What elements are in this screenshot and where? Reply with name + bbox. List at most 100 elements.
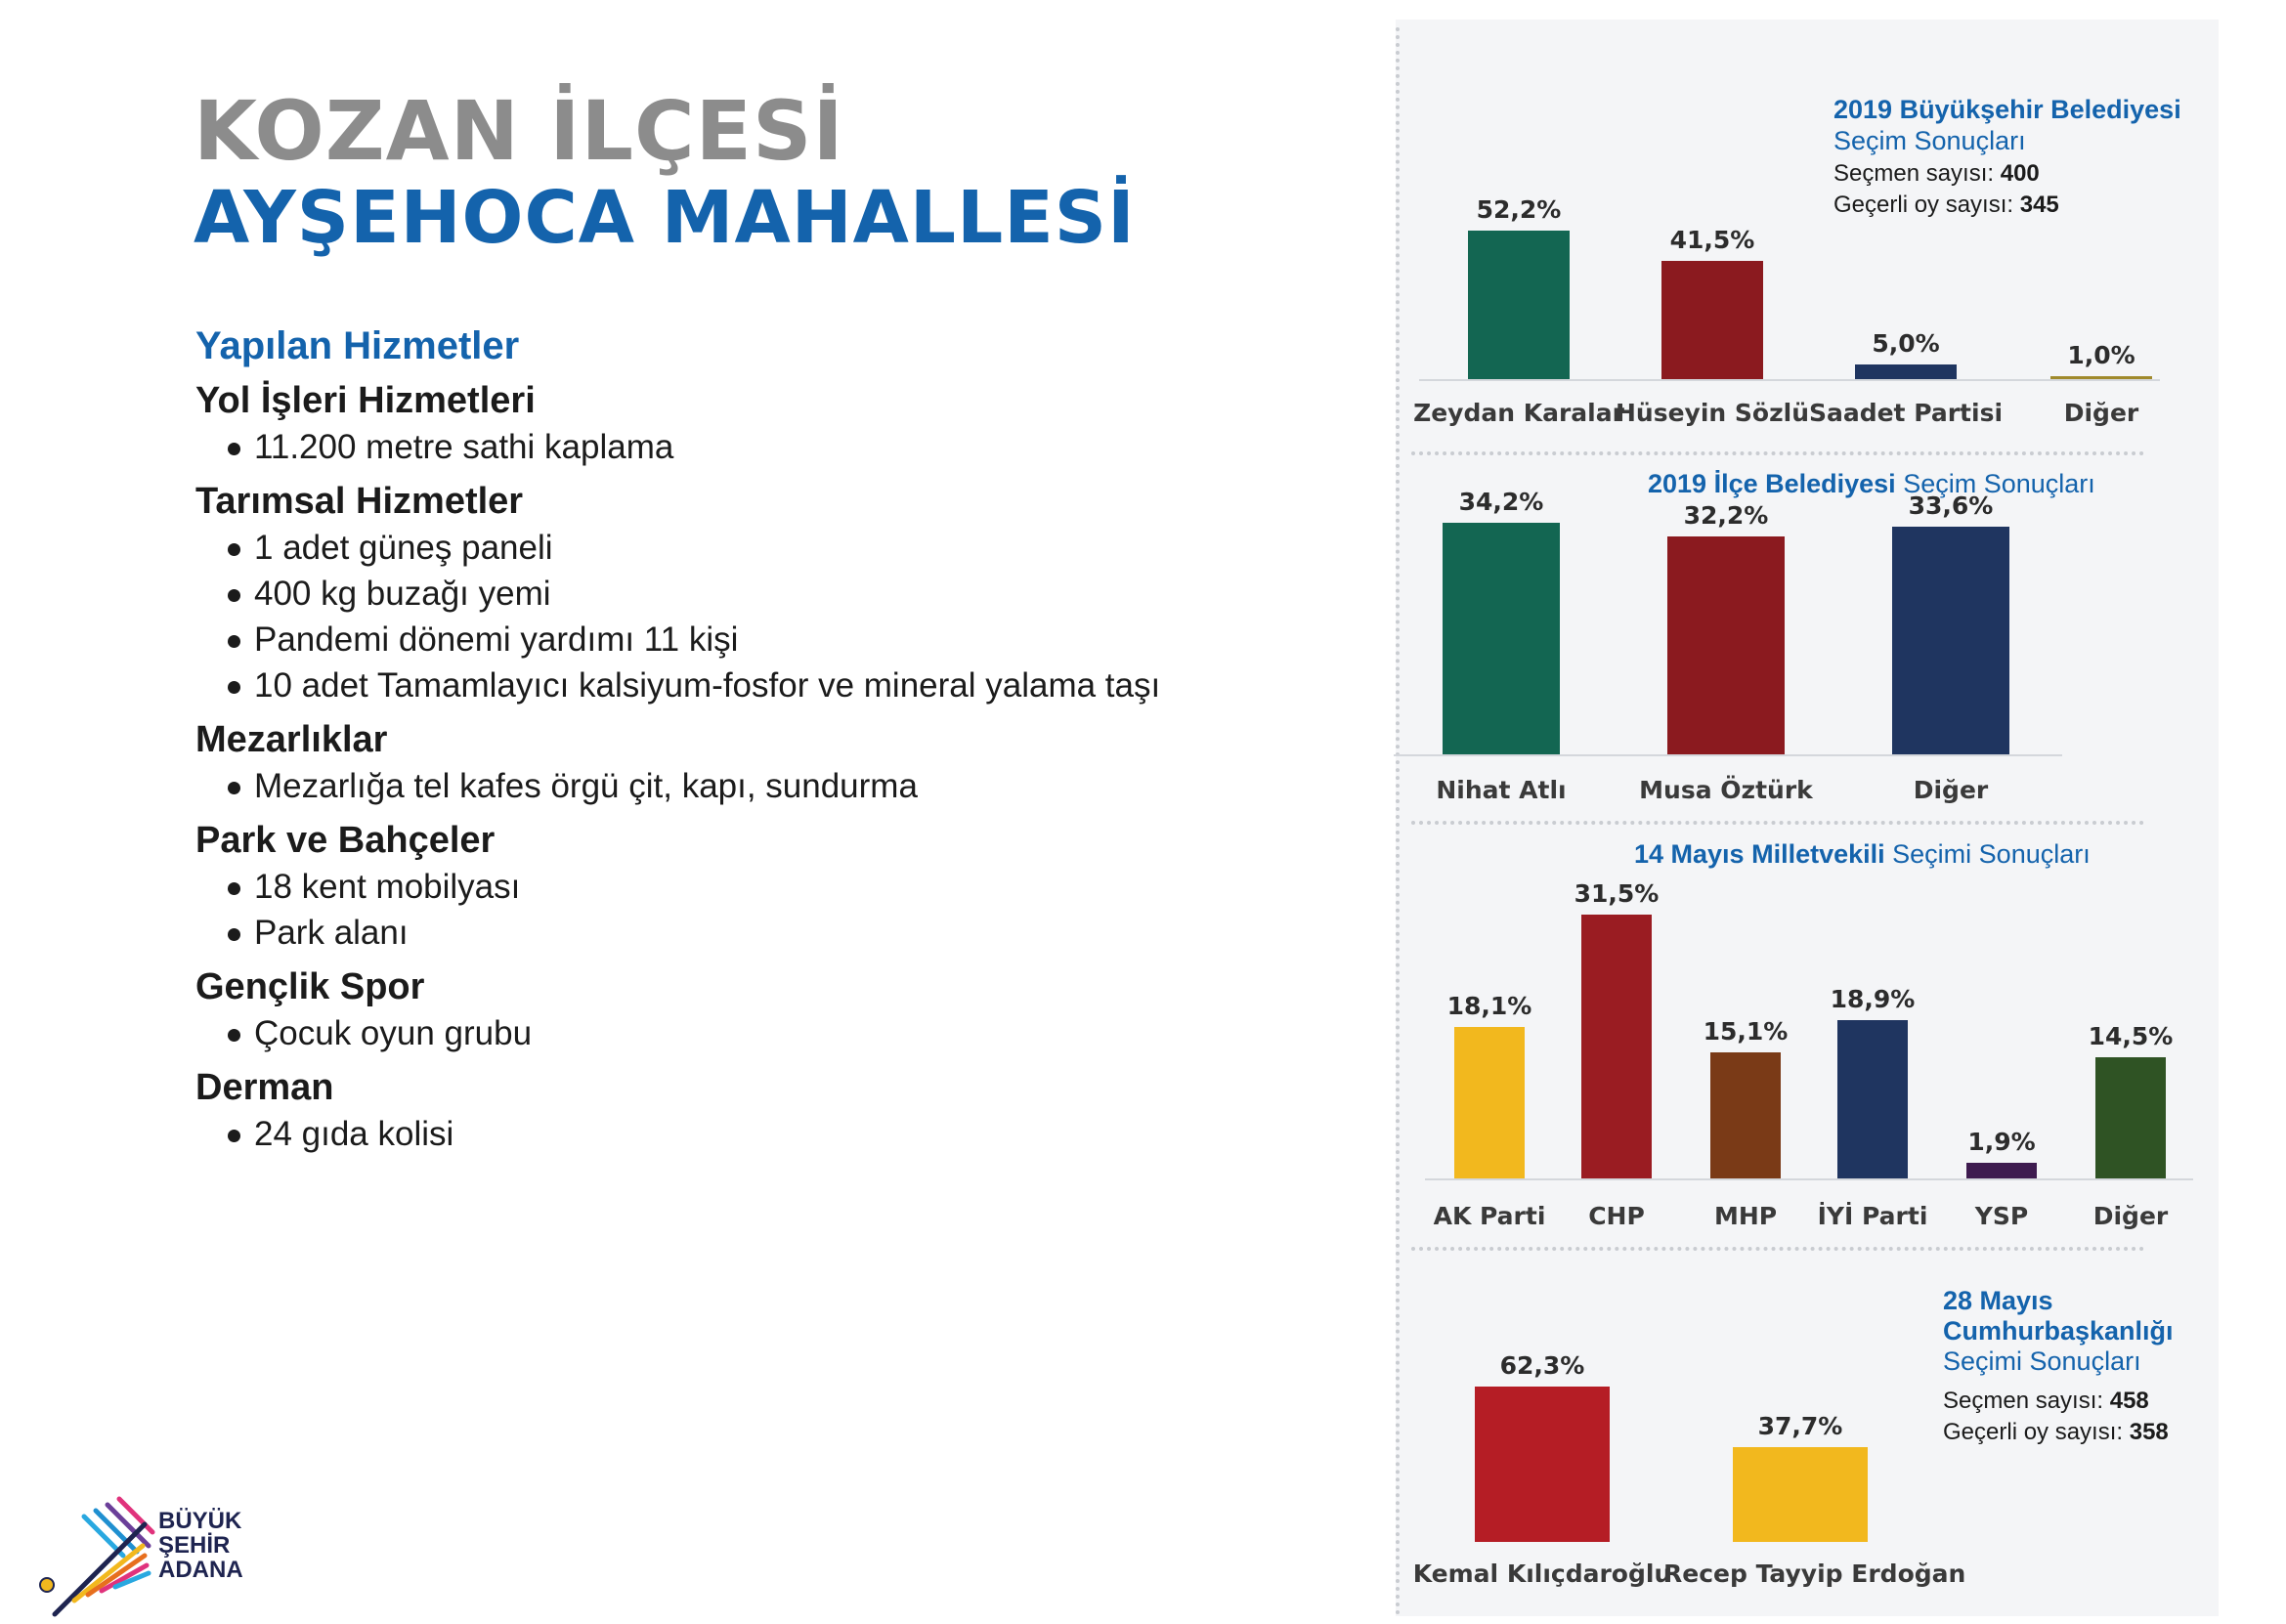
chart3-value-label: 31,5% <box>1574 879 1660 909</box>
service-category-title: Mezarlıklar <box>195 719 388 760</box>
chart2-category-label: Musa Öztürk <box>1639 776 1813 804</box>
service-category: Tarımsal Hizmetler 1 adet güneş paneli 400… <box>195 478 1310 708</box>
chart1-info: Seçmen sayısı: 400 Geçerli oy sayısı: 34… <box>1833 158 2059 221</box>
chart4-bar <box>1733 1447 1868 1542</box>
service-item: Çocuk oyun grubu <box>225 1010 1310 1056</box>
services-heading: Yapılan Hizmetler <box>195 324 520 367</box>
chart1-value-label: 41,5% <box>1669 226 1755 255</box>
chart1-voters-label: Seçmen sayısı: <box>1833 160 1995 187</box>
chart2-bar <box>1892 526 2009 754</box>
chart1-valid: 345 <box>2019 192 2059 218</box>
service-category: Yol İşleri Hizmetleri 11.200 metre sathi … <box>195 377 1310 470</box>
logo-line-2: ŞEHİR <box>158 1532 231 1559</box>
chart2-category-label: Diğer <box>1913 776 1989 804</box>
service-item: Park alanı <box>225 910 1310 956</box>
chart2-category-label: Nihat Atlı <box>1436 776 1567 804</box>
service-item: 24 gıda kolisi <box>225 1111 1310 1157</box>
chart3-category-label: Diğer <box>2092 1202 2169 1230</box>
chart3-value-label: 18,1% <box>1446 991 1532 1020</box>
panel-dotted-edge <box>1396 27 1400 1616</box>
services-section: Yapılan Hizmetler Yol İşleri Hizmetleri 1… <box>195 319 1310 1165</box>
chart3-title: 14 Mayıs Milletvekili Seçimi Sonuçları <box>1634 837 2091 871</box>
chart1-value-label: 5,0% <box>1872 329 1940 359</box>
service-category-title: Derman <box>195 1067 334 1108</box>
chart1-voters: 400 <box>2000 160 2040 187</box>
service-item: 1 adet güneş paneli <box>225 525 1310 571</box>
chart4-info: Seçmen sayısı: 458 Geçerli oy sayısı: 35… <box>1943 1386 2169 1448</box>
logo-line-3: ADANA <box>158 1557 243 1583</box>
service-item: 11.200 metre sathi kaplama <box>225 424 1310 470</box>
chart3-category-label: İYİ Parti <box>1817 1202 1928 1230</box>
chart2-title: 2019 İlçe Belediyesi Seçim Sonuçları <box>1648 467 2095 500</box>
service-items: Çocuk oyun grubu <box>195 1010 1310 1056</box>
chart1-category-label: Hüseyin Sözlü <box>1615 399 1810 427</box>
chart3-category-label: CHP <box>1588 1202 1645 1230</box>
chart1-title-light: Seçim Sonuçları <box>1833 126 2026 155</box>
service-item: 10 adet Tamamlayıcı kalsiyum-fosfor ve m… <box>225 662 1310 708</box>
chart4-title-bold-2: Cumhurbaşkanlığı <box>1943 1316 2174 1346</box>
chart3-bar <box>1837 1020 1908 1178</box>
chart4-valid-label: Geçerli oy sayısı: <box>1943 1419 2124 1445</box>
chart3-bar <box>1966 1162 2037 1178</box>
service-items: Mezarlığa tel kafes örgü çit, kapı, sund… <box>195 763 1310 809</box>
chart1-category-label: Zeydan Karalar <box>1413 399 1624 427</box>
service-category-title: Park ve Bahçeler <box>195 820 496 861</box>
service-category: Gençlik Spor Çocuk oyun grubu <box>195 963 1310 1056</box>
chart2-value-label: 32,2% <box>1683 500 1769 530</box>
chart1-bar <box>2050 376 2152 379</box>
service-category-title: Gençlik Spor <box>195 966 425 1007</box>
chart3-value-label: 14,5% <box>2088 1021 2174 1050</box>
chart1-title-bold: 2019 Büyükşehir Belediyesi <box>1833 95 2181 124</box>
service-category-title: Yol İşleri Hizmetleri <box>195 380 536 421</box>
chart1-category-label: Diğer <box>2063 399 2139 427</box>
chart3-baseline <box>1425 1178 2193 1180</box>
neighborhood-title: AYŞEHOCA MAHALLESİ <box>194 176 1136 260</box>
service-items: 11.200 metre sathi kaplama <box>195 424 1310 470</box>
district-title: KOZAN İLÇESİ <box>194 83 844 179</box>
chart2-value-label: 33,6% <box>1908 491 1994 520</box>
chart2-title-bold: 2019 İlçe Belediyesi <box>1648 469 1896 498</box>
chart1-bar <box>1661 261 1763 379</box>
chart4-value-label: 62,3% <box>1499 1350 1585 1380</box>
logo-text: BÜYÜK ŞEHİR ADANA <box>158 1509 243 1582</box>
chart3-bar <box>1454 1026 1525 1178</box>
chart1-category-label: Saadet Partisi <box>1808 399 2004 427</box>
chart3-value-label: 1,9% <box>1967 1127 2036 1156</box>
chart1-baseline <box>1419 379 2160 381</box>
service-item: 18 kent mobilyası <box>225 864 1310 910</box>
separator <box>1411 451 2144 455</box>
chart3-title-bold: 14 Mayıs Milletvekili <box>1634 839 1885 869</box>
chart3-category-label: YSP <box>1974 1202 2029 1230</box>
chart1-value-label: 1,0% <box>2067 341 2135 370</box>
adana-logo-icon <box>39 1496 155 1617</box>
chart4-category-label: Kemal Kılıçdaroğlu <box>1412 1560 1672 1588</box>
chart4-title: 28 Mayıs Cumhurbaşkanlığı Seçimi Sonuçla… <box>1943 1286 2174 1377</box>
chart3-value-label: 18,9% <box>1830 985 1916 1014</box>
chart3-bar <box>2095 1056 2166 1178</box>
logo-line-1: BÜYÜK <box>158 1508 242 1534</box>
chart3-category-label: AK Parti <box>1433 1202 1546 1230</box>
chart4-value-label: 37,7% <box>1757 1412 1843 1441</box>
service-items: 24 gıda kolisi <box>195 1111 1310 1157</box>
service-items: 18 kent mobilyası Park alanı <box>195 864 1310 956</box>
service-category: Mezarlıklar Mezarlığa tel kafes örgü çit,… <box>195 716 1310 809</box>
chart3-bar <box>1710 1051 1781 1178</box>
chart1-value-label: 52,2% <box>1476 195 1562 225</box>
chart4-voters-label: Seçmen sayısı: <box>1943 1388 2104 1414</box>
chart3-bar <box>1581 915 1652 1178</box>
separator <box>1411 821 2144 825</box>
chart4-title-bold-1: 28 Mayıs <box>1943 1286 2053 1315</box>
chart2-bar <box>1667 535 1785 754</box>
chart4-bar <box>1475 1386 1610 1542</box>
chart3-category-label: MHP <box>1713 1202 1778 1230</box>
service-item: 400 kg buzağı yemi <box>225 571 1310 617</box>
chart2-bar <box>1443 522 1560 754</box>
service-item: Pandemi dönemi yardımı 11 kişi <box>225 617 1310 662</box>
chart4-valid: 358 <box>2129 1419 2169 1445</box>
chart2-value-label: 34,2% <box>1458 487 1544 516</box>
chart1-valid-label: Geçerli oy sayısı: <box>1833 192 2014 218</box>
chart2-baseline <box>1394 754 2062 756</box>
service-item: Mezarlığa tel kafes örgü çit, kapı, sund… <box>225 763 1310 809</box>
service-items: 1 adet güneş paneli 400 kg buzağı yemi Pan… <box>195 525 1310 708</box>
